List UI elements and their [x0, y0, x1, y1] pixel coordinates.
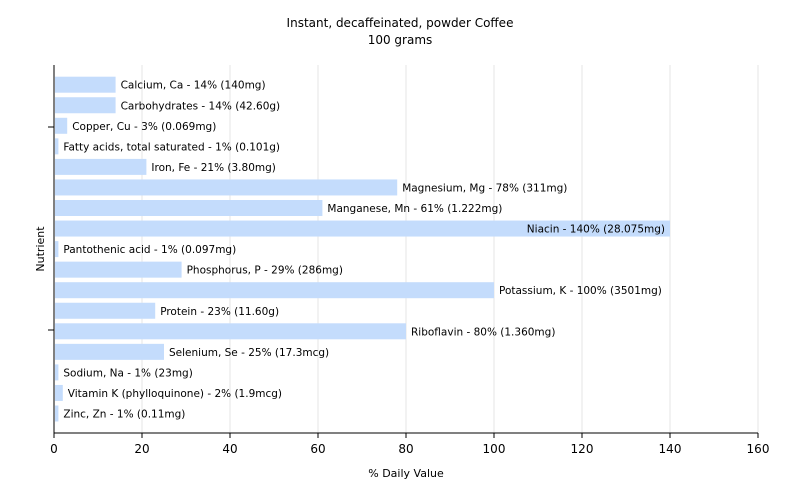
bar [55, 241, 59, 258]
bar-label: Potassium, K - 100% (3501mg) [499, 285, 662, 297]
chart-title: Instant, decaffeinated, powder Coffee [287, 16, 514, 30]
x-axis-title: % Daily Value [368, 467, 444, 480]
x-tick-label: 20 [134, 442, 149, 456]
chart-subtitle: 100 grams [368, 33, 433, 47]
bar [55, 261, 182, 278]
bar-label: Fatty acids, total saturated - 1% (0.101… [63, 141, 280, 153]
bar [55, 76, 116, 93]
bar-label: Iron, Fe - 21% (3.80mg) [151, 162, 275, 174]
x-tick-label: 40 [222, 442, 237, 456]
bar [55, 117, 68, 134]
bar-label: Carbohydrates - 14% (42.60g) [121, 100, 281, 112]
x-tick-label: 80 [398, 442, 413, 456]
bar [55, 405, 59, 422]
bar-label: Riboflavin - 80% (1.360mg) [411, 326, 555, 338]
bar [55, 282, 494, 299]
gridlines [141, 65, 759, 433]
x-tick-label: 100 [483, 442, 506, 456]
bar [55, 138, 59, 155]
bar-label: Zinc, Zn - 1% (0.11mg) [63, 409, 185, 421]
bar [55, 158, 147, 175]
bar [55, 97, 116, 114]
axes: 0 20 40 60 80 100 120 140 160 [48, 65, 769, 456]
bar-label: Sodium, Na - 1% (23mg) [63, 367, 192, 379]
bar [55, 384, 63, 401]
x-tick-label: 160 [747, 442, 770, 456]
bar-label: Manganese, Mn - 61% (1.222mg) [327, 203, 502, 215]
bar [55, 302, 156, 319]
bar [55, 343, 164, 360]
y-axis-title: Nutrient [34, 226, 47, 272]
bar [55, 220, 670, 237]
bar-label: Calcium, Ca - 14% (140mg) [121, 80, 266, 92]
bar-label: Copper, Cu - 3% (0.069mg) [72, 121, 216, 133]
bar-labels: Calcium, Ca - 14% (140mg) Carbohydrates -… [63, 80, 665, 421]
bar [55, 179, 398, 196]
bar-label: Selenium, Se - 25% (17.3mcg) [169, 347, 329, 359]
bars [55, 76, 670, 422]
x-tick-label: 0 [50, 442, 58, 456]
bar-label: Magnesium, Mg - 78% (311mg) [402, 182, 567, 194]
bar-label: Vitamin K (phylloquinone) - 2% (1.9mcg) [68, 388, 282, 400]
x-tick-label: 120 [571, 442, 594, 456]
x-tick-label: 60 [310, 442, 325, 456]
bar [55, 200, 323, 216]
bar-label: Pantothenic acid - 1% (0.097mg) [63, 244, 236, 256]
x-tick-label: 140 [659, 442, 682, 456]
bar-label: Protein - 23% (11.60g) [160, 306, 279, 318]
bar-label: Phosphorus, P - 29% (286mg) [187, 265, 343, 277]
bar-label: Niacin - 140% (28.075mg) [527, 224, 665, 236]
bar [55, 364, 59, 381]
bar [55, 323, 406, 340]
